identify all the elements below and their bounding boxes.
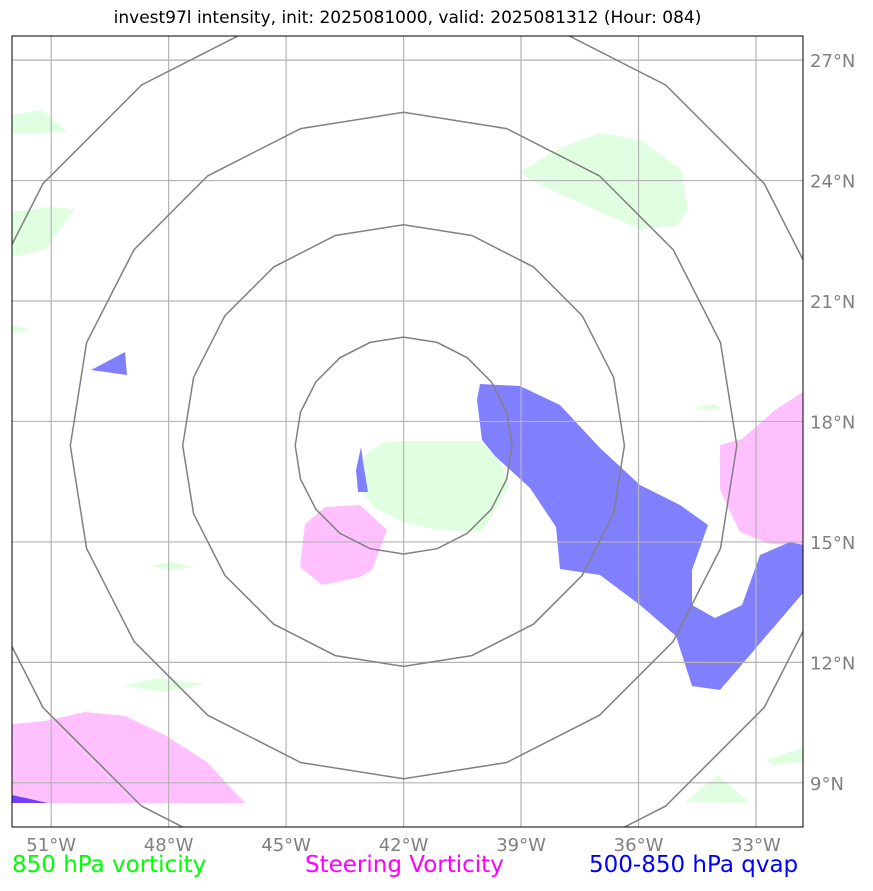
- lat-tick-label: 12°N: [810, 653, 855, 674]
- vort850-region: [12, 207, 75, 257]
- vort850-region: [122, 678, 205, 692]
- legend-vort850: 850 hPa vorticity: [12, 852, 207, 878]
- qvap-region: [12, 795, 48, 803]
- vort850-region: [694, 404, 724, 411]
- map-frame: [11, 35, 804, 828]
- legend-qvap: 500-850 hPa qvap: [589, 852, 799, 878]
- range-rings: [12, 36, 803, 827]
- vorticity-850-layer: [12, 110, 803, 803]
- lon-tick-label: 42°W: [379, 835, 429, 856]
- vort850-region: [150, 562, 195, 570]
- range-ring: [69, 111, 738, 780]
- vort850-region: [765, 748, 803, 765]
- lon-tick-label: 48°W: [144, 835, 194, 856]
- steering-region: [12, 712, 245, 803]
- lat-tick-label: 21°N: [810, 292, 855, 313]
- lon-tick-label: 51°W: [26, 835, 76, 856]
- lat-tick-label: 9°N: [810, 774, 844, 795]
- gridlines: [12, 36, 803, 827]
- vort850-region: [685, 775, 750, 803]
- vort850-region: [360, 441, 510, 532]
- qvap-region: [356, 447, 368, 492]
- qvap-layer: [12, 352, 803, 803]
- qvap-region: [91, 352, 127, 375]
- lon-tick-label: 45°W: [261, 835, 311, 856]
- lon-tick-labels: 51°W 48°W 45°W 42°W 39°W 36°W 33°W: [26, 835, 781, 856]
- lat-tick-labels: 27°N 24°N 21°N 18°N 15°N 12°N 9°N: [810, 51, 855, 795]
- lon-tick-label: 36°W: [614, 835, 664, 856]
- lat-tick-label: 18°N: [810, 412, 855, 433]
- qvap-region: [477, 384, 803, 690]
- vort850-region: [12, 110, 68, 134]
- lon-tick-label: 39°W: [496, 835, 546, 856]
- lat-tick-label: 24°N: [810, 172, 855, 193]
- lat-tick-label: 15°N: [810, 533, 855, 554]
- range-ring: [12, 36, 803, 827]
- steering-region: [720, 392, 803, 545]
- chart-title: invest97l intensity, init: 2025081000, v…: [113, 8, 702, 28]
- range-ring: [181, 223, 626, 668]
- legend-steering: Steering Vorticity: [305, 852, 504, 878]
- steering-region: [300, 505, 387, 585]
- lon-tick-label: 33°W: [731, 835, 781, 856]
- vort850-region: [12, 325, 32, 333]
- lat-tick-label: 27°N: [810, 51, 855, 72]
- range-ring: [294, 336, 513, 555]
